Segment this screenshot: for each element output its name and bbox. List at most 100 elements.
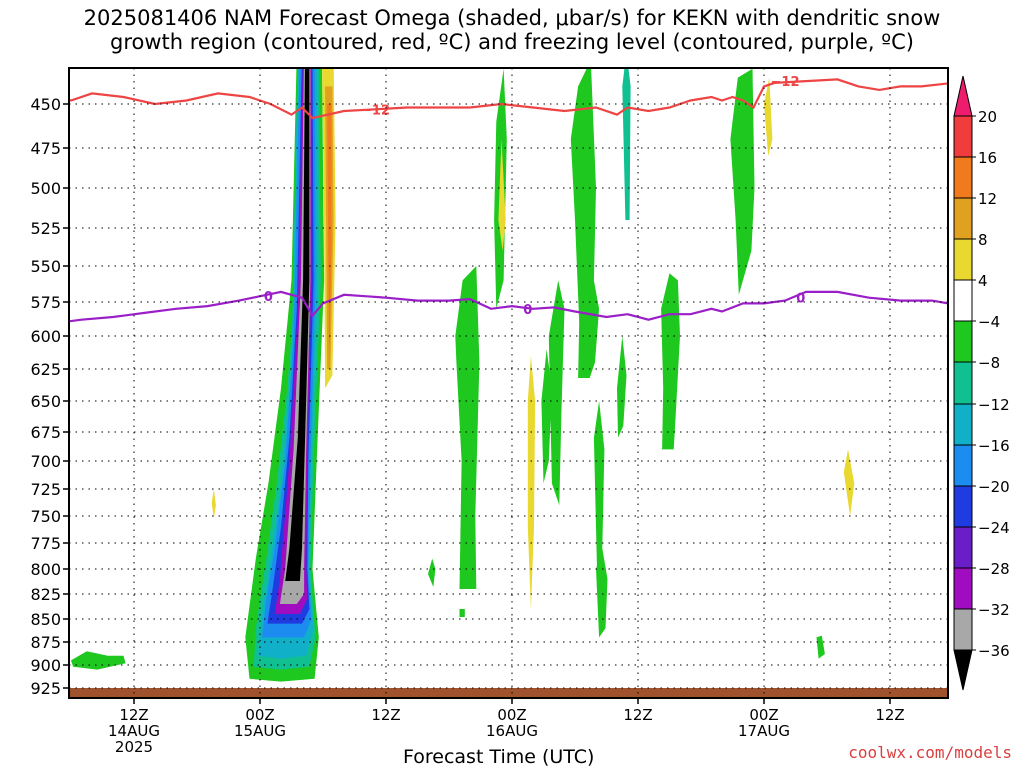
omega-region-green [596,548,608,638]
y-tick-label: 925 [30,679,61,698]
ground-band [69,688,948,698]
y-tick-label: 800 [30,560,61,579]
colorbar-label: 16 [978,149,997,167]
omega-region-green [541,349,552,484]
x-tick-date: 16AUG [486,722,538,740]
y-tick-label: 575 [30,293,61,312]
omega-region-yellow [211,489,216,519]
y-axis: 450 475 500 525 550 575 600 625 650 675 700 725 750 7… [30,95,69,698]
omega-region-green [617,336,627,438]
y-tick-label: 825 [30,585,61,604]
x-tick-label: 00Z [245,706,274,724]
colorbar-label: −28 [978,560,1010,578]
x-tick-year: 2025 [115,738,153,756]
colorbar-label: −4 [978,313,1000,331]
y-tick-label: 875 [30,633,61,652]
contour-label: 0 [523,303,532,318]
y-tick-label: 500 [30,179,61,198]
omega-region-green [593,401,605,569]
title-line-2: growth region (contoured, red, ºC) and f… [110,30,914,54]
freezing-level-contour [69,290,948,323]
contour-label: 0 [796,292,805,307]
y-tick-label: 900 [30,656,61,675]
y-tick-label: 475 [30,139,61,158]
y-tick-label: 650 [30,392,61,411]
plot-frame [68,67,949,699]
colorbar: 20 16 12 8 4 −4 −8 −12 −16 −20 −24 −28 −32 −36 [953,75,1010,691]
x-tick-date: 17AUG [738,722,790,740]
x-tick-label: 12Z [119,706,148,724]
colorbar-label: 4 [978,272,988,290]
title-line-1: 2025081406 NAM Forecast Omega (shaded, μ… [83,6,941,30]
omega-region-yellow [843,449,855,516]
colorbar-label: −24 [978,519,1010,537]
colorbar-arrow-top [953,75,973,117]
omega-region-green [459,609,465,617]
colorbar-swatch [953,279,973,322]
y-tick-label: 750 [30,507,61,526]
omega-region-yellow [527,355,536,609]
contour-label: −12 [771,75,800,90]
colorbar-label: 8 [978,231,988,249]
colorbar-swatch [953,238,973,281]
omega-region-green [71,651,126,670]
colorbar-swatch [953,526,973,569]
omega-region-green [570,68,600,378]
y-tick-label: 525 [30,219,61,238]
y-tick-label: 550 [30,257,61,276]
y-tick-label: 850 [30,610,61,629]
x-axis-title: Forecast Time (UTC) [403,746,595,768]
colorbar-arrow-bottom [953,649,973,691]
colorbar-label: −20 [978,478,1010,496]
colorbar-label: −12 [978,396,1010,414]
omega-region-green [730,68,755,295]
chart-title: 2025081406 NAM Forecast Omega (shaded, μ… [0,6,1024,54]
x-tick-label: 12Z [371,706,400,724]
x-tick-label: 12Z [875,706,904,724]
omega-region-teal [622,68,631,220]
contour-layer: −12 −12 0 0 0 [69,75,948,323]
colorbar-swatch [953,115,973,158]
y-tick-label: 450 [30,95,61,114]
omega-region-black [285,68,310,581]
colorbar-swatch [953,361,973,405]
omega-region-green [661,273,680,450]
colorbar-swatch [953,156,973,199]
omega-region-yellow [498,139,506,251]
credit-link[interactable]: coolwx.com/models [848,743,1012,762]
x-tick-label: 12Z [623,706,652,724]
colorbar-swatch [953,567,973,610]
dendritic-contour-minus12 [69,78,948,120]
colorbar-label: −8 [978,354,1000,372]
contour-label: −12 [361,103,390,118]
colorbar-swatch [953,444,973,487]
y-tick-label: 625 [30,360,61,379]
grid-layer [69,68,948,698]
x-tick-date: 15AUG [234,722,286,740]
y-tick-label: 675 [30,423,61,442]
contour-label: 0 [264,290,273,305]
omega-region-yellow [764,77,773,156]
x-tick-label: 00Z [749,706,778,724]
y-tick-label: 600 [30,327,61,346]
colorbar-label: 20 [978,108,997,126]
colorbar-swatch [953,320,973,363]
colorbar-label: 12 [978,190,997,208]
colorbar-swatch [953,485,973,528]
omega-region-deeporange [327,104,332,363]
omega-region-green [816,635,825,659]
y-tick-label: 775 [30,534,61,553]
y-tick-label: 700 [30,452,61,471]
colorbar-label: −16 [978,437,1010,455]
omega-region-green [548,280,565,506]
x-tick-label: 00Z [497,706,526,724]
omega-shading [69,68,948,698]
colorbar-label: −36 [978,642,1010,660]
x-tick-date: 14AUG [108,722,160,740]
y-tick-label: 725 [30,480,61,499]
colorbar-swatch [953,403,973,446]
omega-region-green [428,558,436,587]
colorbar-label: −32 [978,601,1010,619]
